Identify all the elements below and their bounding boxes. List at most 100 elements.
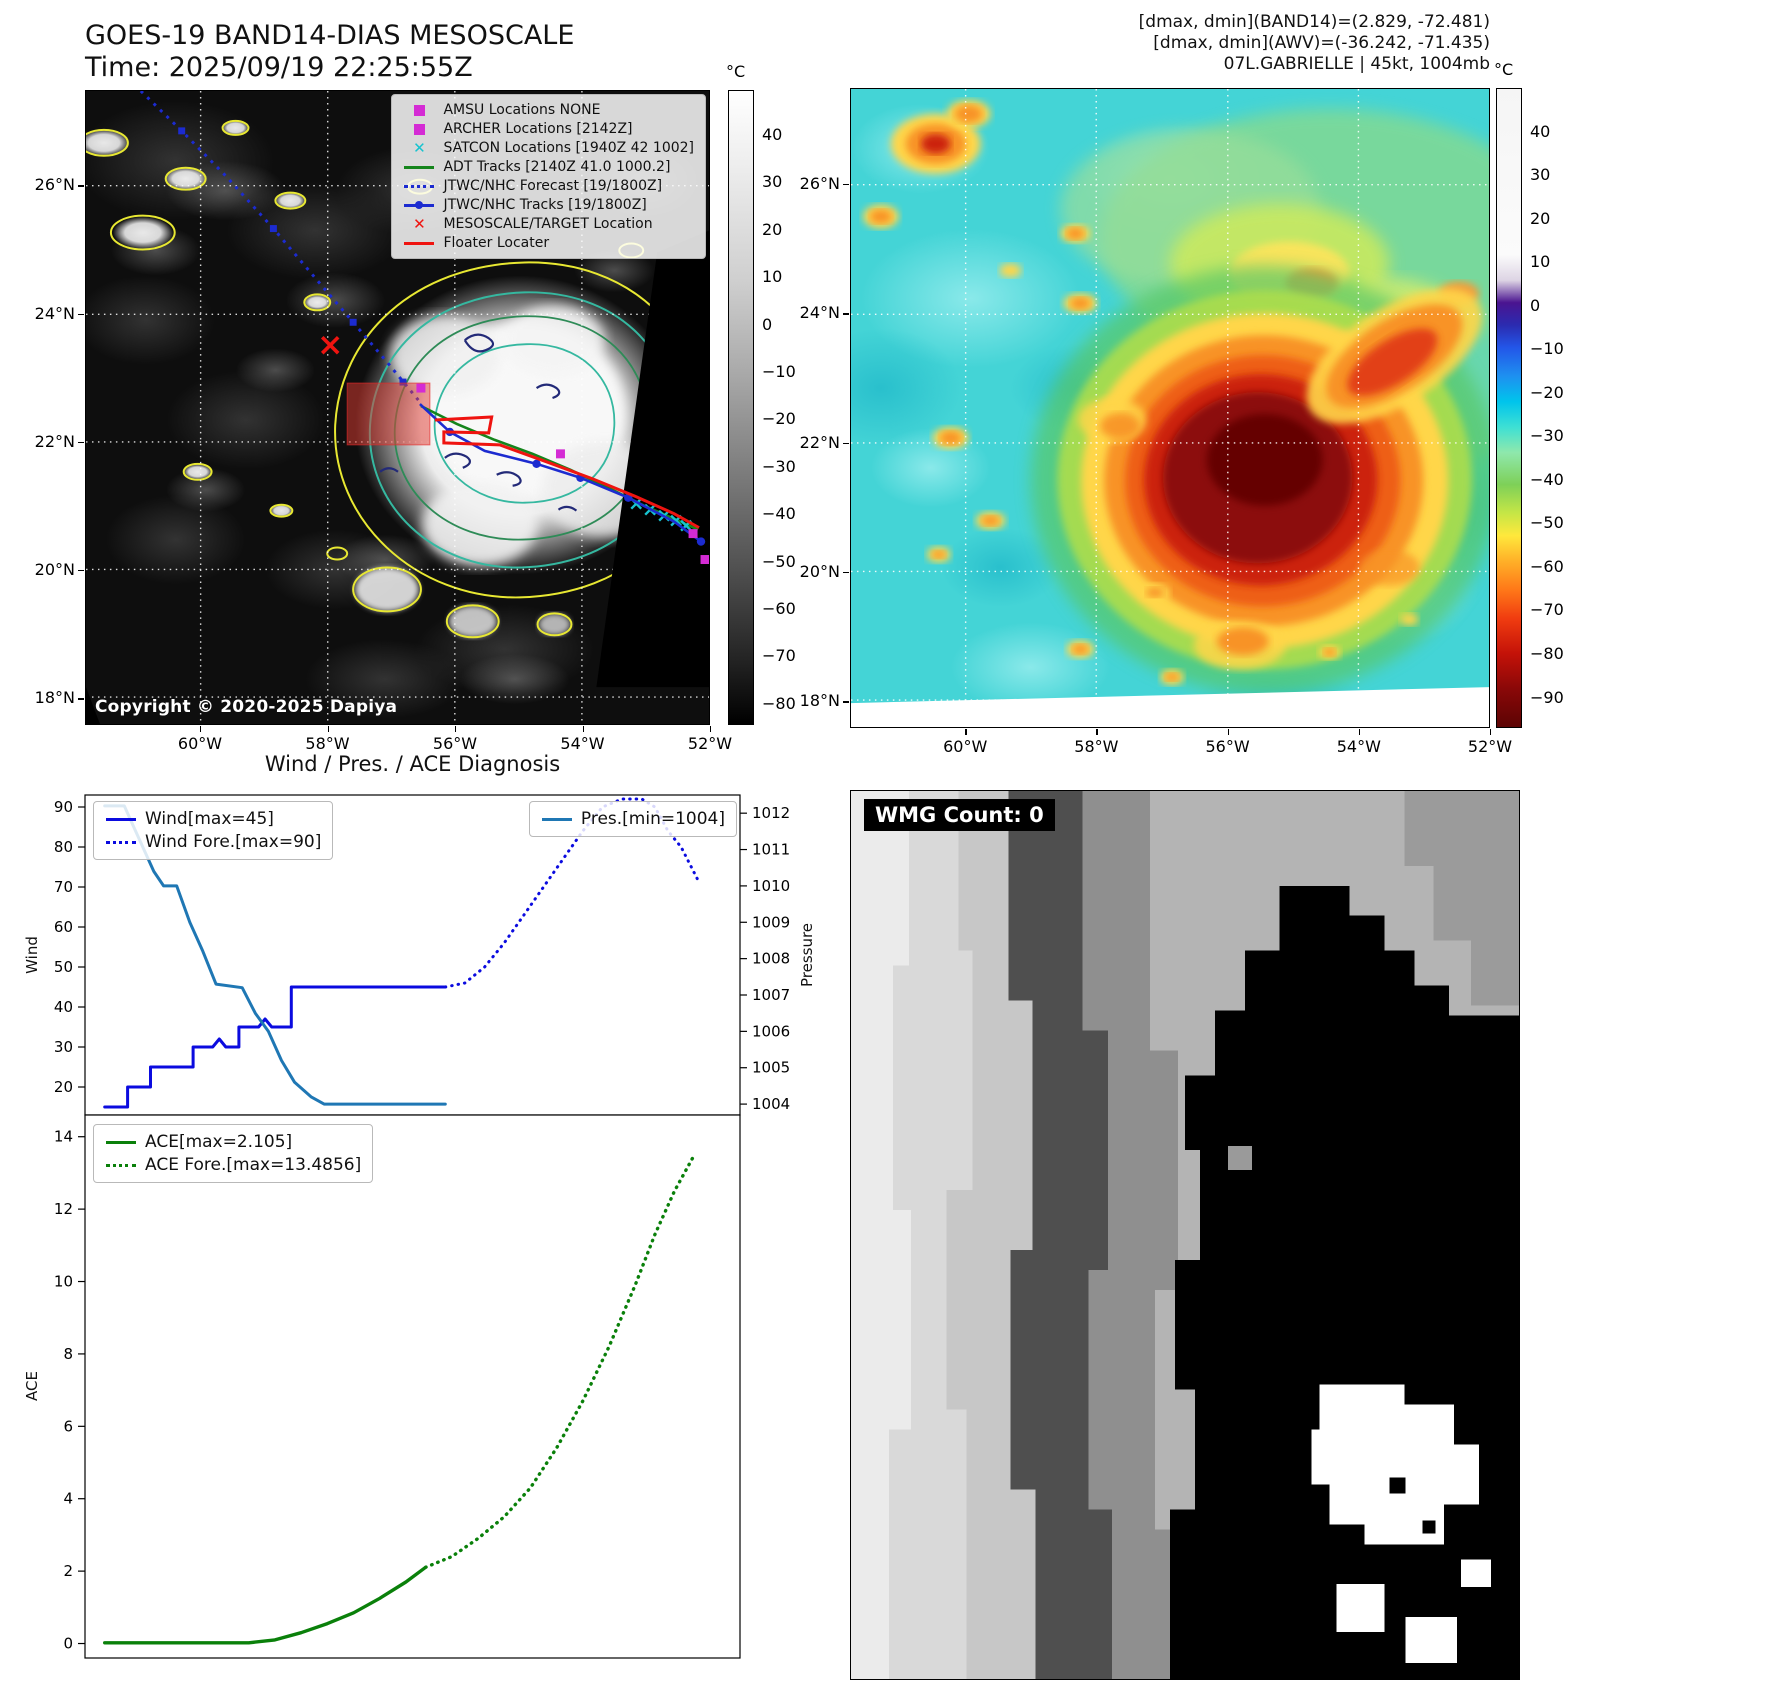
tick-label: 0 (762, 314, 773, 334)
svg-text:1004: 1004 (752, 1095, 790, 1113)
white-patch-4 (1461, 1559, 1492, 1588)
legend-label: ADT Tracks [2140Z 41.0 1000.2] (443, 159, 671, 175)
band14-map-legend: AMSU Locations NONE ARCHER Locations [214… (391, 94, 706, 259)
line-icon (403, 241, 435, 245)
tick-mark (1096, 729, 1098, 735)
tick-label: 10 (762, 267, 783, 287)
legend-label: ACE[max=2.105] (145, 1132, 293, 1152)
awv-header: [dmax, dmin](BAND14)=(2.829, -72.481) [d… (900, 12, 1490, 75)
gray-hole (1227, 1146, 1252, 1171)
wind-axis-label: Wind (23, 936, 41, 974)
tick-label: −10 (1530, 339, 1564, 359)
band14-title: GOES-19 BAND14-DIAS MESOSCALE (85, 20, 575, 51)
tick-label: 24°N (799, 303, 840, 323)
tick-mark (1358, 729, 1361, 735)
legend-entry: JTWC/NHC Tracks [19/1800Z] (403, 197, 694, 213)
wmg-map (850, 790, 1520, 1680)
legend-label: AMSU Locations NONE (443, 102, 601, 118)
white-patch-3 (1405, 1617, 1458, 1664)
svg-text:4: 4 (63, 1490, 73, 1508)
band14-time: Time: 2025/09/19 22:25:55Z (85, 52, 473, 83)
gray-corner (1404, 791, 1519, 1006)
tick-label: 22°N (799, 432, 840, 452)
ace-axis-label: ACE (23, 1371, 41, 1401)
legend-entry: AMSU Locations NONE (403, 102, 694, 118)
gray-band-4 (1082, 791, 1181, 1679)
svg-text:6: 6 (63, 1417, 73, 1435)
svg-text:1006: 1006 (752, 1022, 790, 1040)
tick-mark (710, 726, 712, 732)
svg-text:50: 50 (54, 958, 73, 976)
x-marker-icon: ✕ (413, 138, 426, 157)
awv-satellite-image (851, 89, 1489, 727)
archer-markers (416, 383, 709, 565)
dotted-line-icon (403, 184, 435, 188)
tick-label: 54°W (1336, 737, 1381, 756)
svg-text:1008: 1008 (752, 950, 790, 968)
svg-text:8: 8 (63, 1345, 73, 1363)
tick-mark (582, 726, 584, 732)
tick-label: 0 (1530, 295, 1541, 315)
white-patch-2 (1336, 1584, 1385, 1633)
legend-label: JTWC/NHC Forecast [19/1800Z] (443, 178, 663, 194)
tick-mark (1227, 729, 1229, 735)
legend-label: MESOSCALE/TARGET Location (443, 216, 653, 232)
svg-text:10: 10 (54, 1273, 73, 1291)
legend-entry: ACE Fore.[max=13.4856] (105, 1155, 361, 1175)
tick-label: 10 (1530, 252, 1551, 272)
svg-text:90: 90 (54, 798, 73, 816)
tick-label: 24°N (34, 303, 75, 323)
tick-label: −60 (1530, 556, 1564, 576)
legend-label: JTWC/NHC Tracks [19/1800Z] (443, 197, 647, 213)
legend-label: Wind[max=45] (145, 809, 274, 829)
tick-label: −30 (1530, 426, 1564, 446)
x-marker-icon: ✕ (413, 214, 426, 233)
tick-label: 20°N (34, 560, 75, 580)
tick-mark (78, 185, 84, 187)
line-icon (541, 817, 573, 821)
legend-entry: Wind[max=45] (105, 809, 321, 829)
svg-text:0: 0 (63, 1635, 73, 1653)
legend-entry: ADT Tracks [2140Z 41.0 1000.2] (403, 159, 694, 175)
square-marker-icon (403, 123, 435, 135)
tick-mark (965, 729, 967, 735)
dark-band (1008, 791, 1113, 1679)
black-speck-3 (1389, 1477, 1406, 1494)
series-observed (102, 1565, 428, 1645)
awv-header-line1: [dmax, dmin](BAND14)=(2.829, -72.481) (1138, 12, 1490, 32)
svg-text:60: 60 (54, 918, 73, 936)
gray-band-1 (851, 791, 911, 1679)
awv-map (850, 88, 1490, 728)
black-speck-1 (1221, 1226, 1248, 1252)
legend-label: ARCHER Locations [2142Z] (443, 121, 633, 137)
ace-legend: ACE[max=2.105] ACE Fore.[max=13.4856] (93, 1124, 374, 1183)
svg-text:20: 20 (54, 1078, 73, 1096)
legend-label: SATCON Locations [1940Z 42 1002] (443, 140, 694, 156)
black-speck-2 (1197, 1267, 1213, 1283)
tick-label: 20°N (799, 561, 840, 581)
legend-entry: ✕ SATCON Locations [1940Z 42 1002] (403, 140, 694, 156)
awv-header-line2: [dmax, dmin](AWV)=(-36.242, -71.435) (1153, 33, 1490, 53)
legend-entry: Pres.[min=1004] (541, 809, 725, 829)
small-bright-clouds (86, 119, 332, 518)
tick-label: −90 (1530, 687, 1564, 707)
diagnosis-title: Wind / Pres. / ACE Diagnosis (264, 752, 561, 776)
tick-label: −70 (1530, 600, 1564, 620)
tick-label: 18°N (799, 691, 840, 711)
legend-entry: ✕ MESOSCALE/TARGET Location (403, 216, 694, 232)
tick-label: 26°N (34, 175, 75, 195)
tick-label: 40 (762, 125, 783, 145)
tick-label: −50 (762, 551, 796, 571)
svg-text:1010: 1010 (752, 877, 790, 895)
svg-text:70: 70 (54, 878, 73, 896)
wmg-image (851, 791, 1519, 1679)
white-patch-large (1311, 1384, 1480, 1545)
diagnosis-charts: 2030405060708090100410051006100710081009… (54, 794, 790, 1659)
tick-label: −30 (762, 456, 796, 476)
awv-colorbar-unit: °C (1494, 60, 1514, 79)
tick-mark (843, 442, 849, 444)
tick-label: −40 (762, 504, 796, 524)
tick-label: 52°W (1467, 737, 1513, 756)
tick-label: 60°W (943, 737, 988, 756)
